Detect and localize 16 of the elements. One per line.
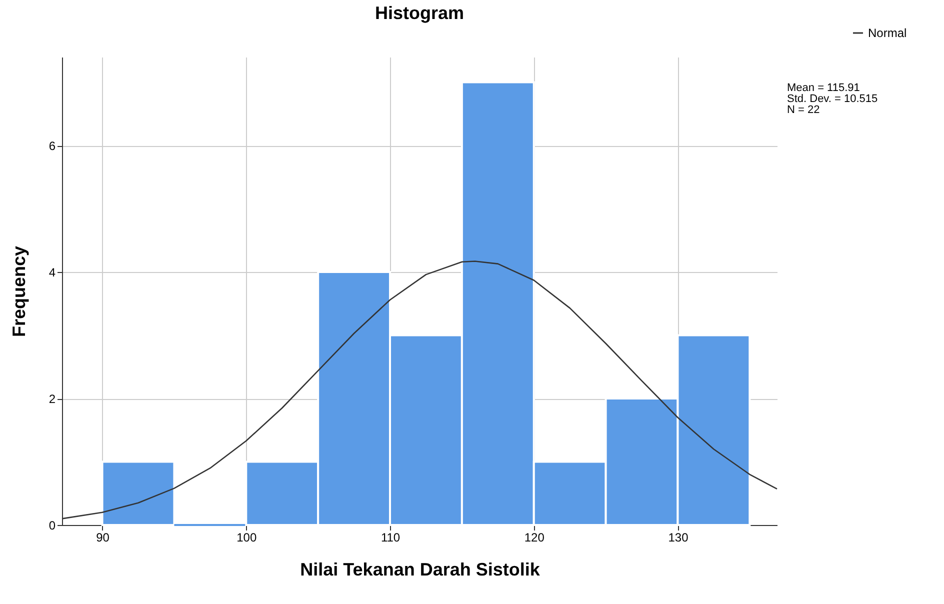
x-tick-label: 120 (524, 530, 545, 544)
y-axis-title: Frequency (8, 246, 29, 338)
legend-label: Normal (868, 26, 907, 40)
y-tick-label: 0 (48, 518, 56, 532)
x-tick-label: 110 (380, 530, 400, 544)
text: Mean = 115.91 (787, 82, 860, 94)
x-tick-label: 90 (96, 530, 110, 544)
y-tick-label: 4 (48, 266, 56, 280)
y-tick-label: 2 (48, 392, 56, 406)
x-axis-title: Nilai Tekanan Darah Sistolik (300, 560, 541, 580)
text: N = 22 (787, 104, 820, 116)
text: Std. Dev. = 10.515 (787, 93, 878, 105)
chart-title: Histogram (374, 3, 464, 23)
y-tick-label: 6 (48, 139, 56, 154)
x-tick-label: 100 (236, 530, 257, 544)
x-tick-label: 130 (668, 530, 689, 544)
